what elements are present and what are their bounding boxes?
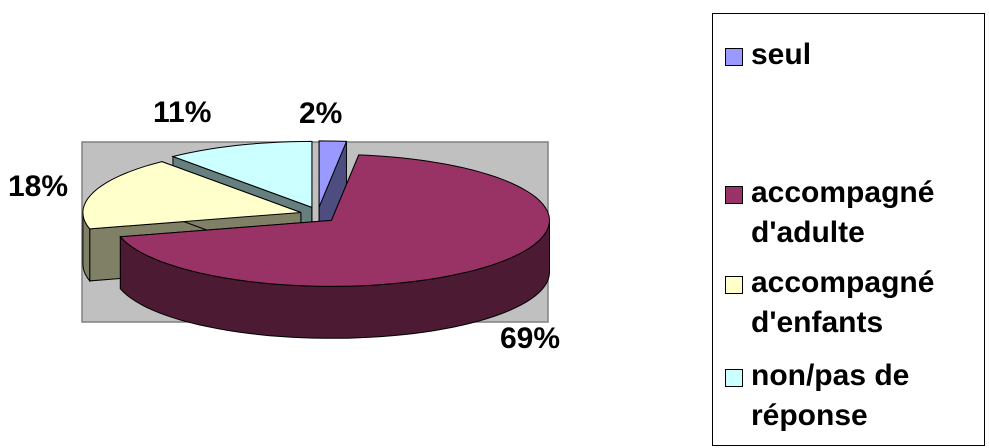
- pie-slice-accompagne-adulte: [119, 154, 551, 339]
- legend-label-accompagne-adulte: accompagné d'adulte: [751, 176, 935, 249]
- legend-swatch-seul: [725, 48, 743, 66]
- data-label-seul: 2%: [299, 97, 342, 130]
- pie-slices: [82, 140, 551, 339]
- legend-item-accompagne-enfants: accompagné d'enfants: [725, 263, 986, 343]
- legend: seul accompagné d'adulte accompagné d'en…: [712, 13, 985, 446]
- legend-swatch-accompagne-enfants: [725, 276, 743, 294]
- slice-top: [82, 161, 302, 230]
- legend-item-accompagne-adulte: accompagné d'adulte: [725, 173, 986, 253]
- legend-item-non-reponse: non/pas de réponse: [725, 356, 986, 436]
- legend-label-seul: seul: [751, 38, 812, 71]
- legend-item-seul: seul: [725, 35, 986, 75]
- slice-top: [119, 154, 551, 287]
- legend-label-non-reponse: non/pas de réponse: [751, 359, 910, 432]
- legend-swatch-accompagne-adulte: [725, 186, 743, 204]
- legend-label-accompagne-enfants: accompagné d'enfants: [751, 266, 935, 339]
- legend-swatch-non-reponse: [725, 369, 743, 387]
- slice-top: [318, 140, 348, 208]
- data-labels: 2% 69% 18% 11%: [8, 96, 560, 355]
- data-label-accompagne-adulte: 69%: [500, 322, 560, 355]
- data-label-non-reponse: 11%: [153, 96, 211, 129]
- data-label-accompagne-enfants: 18%: [8, 170, 68, 203]
- slice-top: [171, 140, 313, 209]
